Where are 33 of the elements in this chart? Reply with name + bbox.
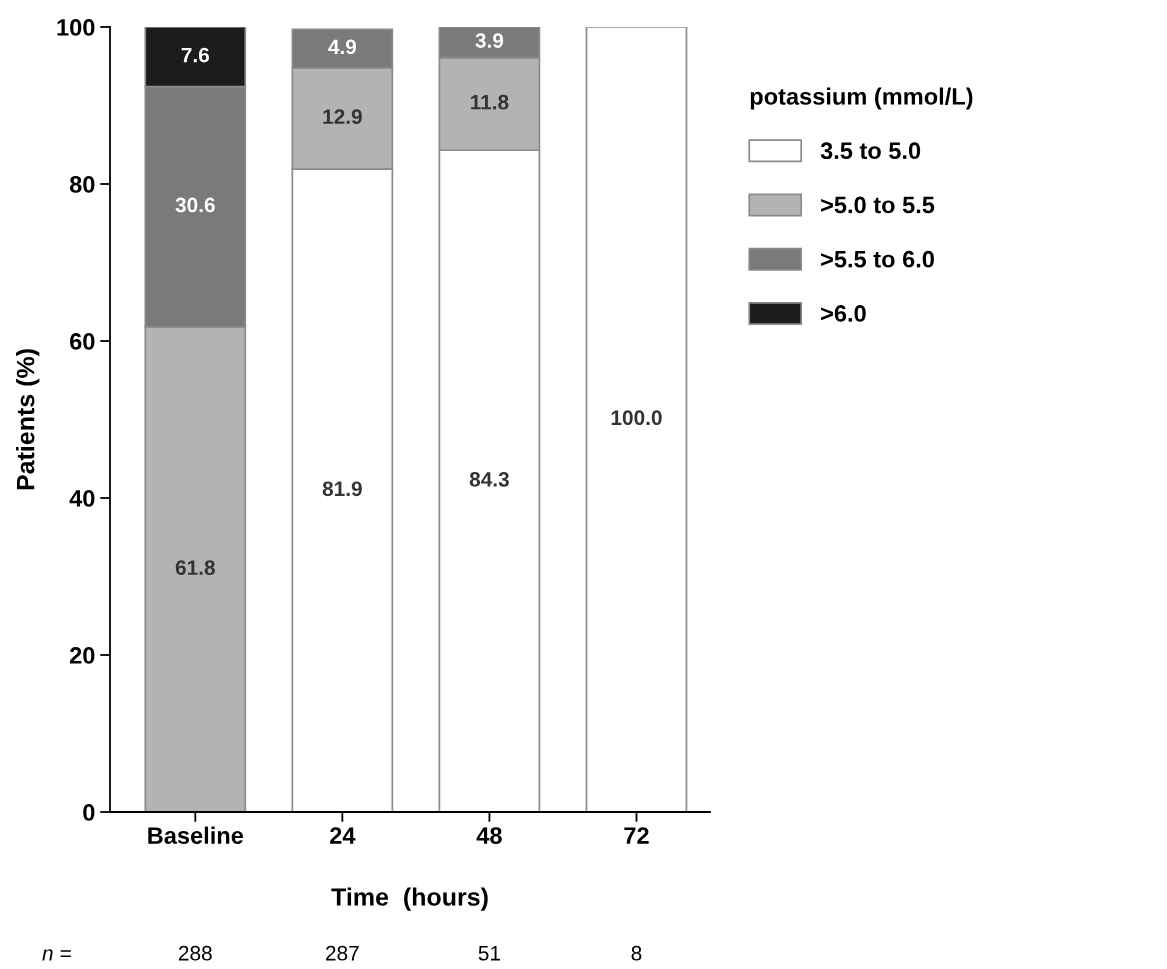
text: 84.3 [469,471,509,487]
y-tick-label: 0 [83,804,95,821]
text: 81.9 [322,481,362,497]
text: 61.8 [175,560,215,576]
x-tick-label: 48 [476,827,502,844]
y-tick-label: 80 [69,176,95,193]
text: 51 [478,946,500,961]
legend-label: 3.5 to 5.0 [820,142,921,160]
text: 30.6 [175,197,215,213]
x-tick-label: 24 [330,827,356,844]
x-axis-title: Time (hours) [331,887,488,911]
y-tick-label: 100 [57,19,95,36]
y-tick-label: 40 [69,490,95,507]
x-tick-label: Baseline [148,826,244,844]
legend-title: potassium (mmol/L) [750,87,973,110]
text: 100.0 [611,410,662,426]
legend-label: >5.5 to 6.0 [821,250,934,268]
legend-label: >5.0 to 5.5 [821,196,935,214]
text: 288 [178,945,212,961]
y-axis-title: Patients (%) [16,349,40,490]
text: 4.9 [328,39,357,55]
text: 8 [631,945,642,961]
y-tick-label: 20 [69,647,95,664]
text: 11.8 [471,94,509,110]
legend-label: >6.0 [821,305,866,322]
text: 12.9 [323,109,362,125]
text: n = [42,949,71,961]
text: 7.6 [181,47,210,63]
x-tick-label: 72 [624,827,649,844]
bar [585,27,688,812]
y-tick-label: 60 [70,333,95,350]
text: 3.9 [475,33,504,48]
text: 287 [326,945,359,961]
